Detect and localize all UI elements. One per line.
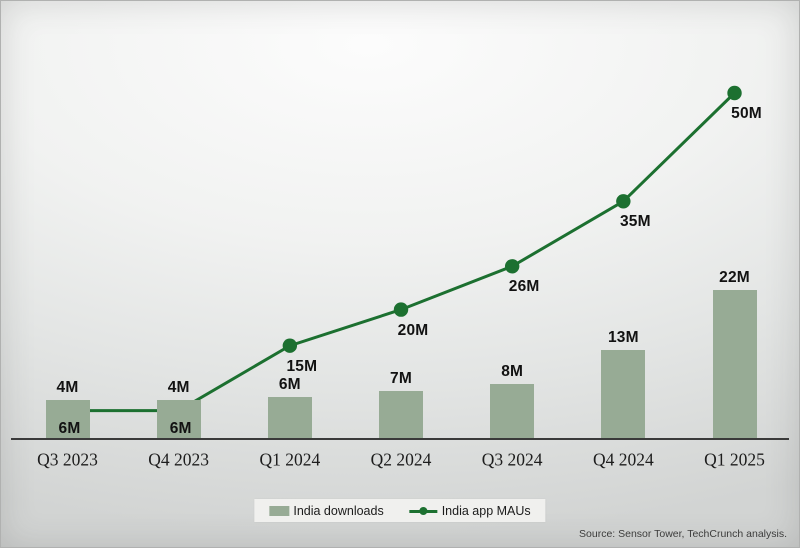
x-tick-q3-2023: Q3 2023 bbox=[37, 449, 98, 470]
bar-q4-2024 bbox=[601, 350, 646, 439]
bar-value-label: 8M bbox=[501, 362, 524, 380]
x-tick-q1-2025: Q1 2025 bbox=[704, 449, 765, 470]
x-tick-q3-2024: Q3 2024 bbox=[481, 449, 543, 470]
bar-q3-2024 bbox=[490, 383, 535, 439]
mau-point-q1-2025 bbox=[727, 85, 742, 101]
bar-q1-2025 bbox=[712, 290, 757, 439]
legend: India downloads India app MAUs bbox=[254, 499, 546, 522]
bar-value-label: 4M bbox=[56, 379, 79, 396]
mau-value-label: 15M bbox=[286, 357, 318, 375]
legend-item-downloads: India downloads bbox=[269, 503, 384, 518]
x-tick-q2-2024: Q2 2024 bbox=[370, 449, 432, 470]
bar-q3-2023 bbox=[45, 400, 90, 439]
line-dot-swatch-icon bbox=[409, 506, 438, 516]
x-tick-q4-2024: Q4 2024 bbox=[592, 449, 654, 470]
mau-value-label: 20M bbox=[397, 321, 429, 339]
bar-q4-2023 bbox=[156, 400, 201, 439]
bar-value-label: 22M bbox=[719, 269, 750, 287]
legend-item-maus: India app MAUs bbox=[409, 503, 531, 518]
mau-point-q4-2024 bbox=[616, 194, 631, 209]
bar-value-label: 4M bbox=[167, 379, 190, 396]
x-tick-q4-2023: Q4 2023 bbox=[148, 449, 210, 470]
mau-point-q3-2024 bbox=[504, 259, 520, 274]
bar-value-label: 7M bbox=[390, 369, 412, 387]
legend-label-downloads: India downloads bbox=[293, 503, 384, 518]
x-tick-q1-2024: Q1 2024 bbox=[259, 449, 321, 470]
x-axis-line bbox=[11, 438, 789, 440]
bar-value-label: 6M bbox=[278, 376, 301, 394]
bar-swatch-icon bbox=[269, 505, 290, 516]
bar-value-label: 13M bbox=[607, 329, 639, 347]
legend-label-maus: India app MAUs bbox=[441, 503, 531, 518]
bar-q2-2024 bbox=[379, 390, 423, 439]
mau-value-label: 26M bbox=[508, 278, 540, 296]
source-note: Source: Sensor Tower, TechCrunch analysi… bbox=[579, 528, 787, 540]
bar-q1-2024 bbox=[267, 397, 312, 439]
mau-value-label: 50M bbox=[731, 105, 762, 122]
mau-value-label: 35M bbox=[619, 213, 651, 231]
mau-point-q1-2024 bbox=[282, 338, 298, 353]
mau-value-label: 6M bbox=[169, 419, 192, 437]
mau-value-label: 6M bbox=[58, 419, 81, 437]
mau-point-q2-2024 bbox=[393, 302, 409, 317]
